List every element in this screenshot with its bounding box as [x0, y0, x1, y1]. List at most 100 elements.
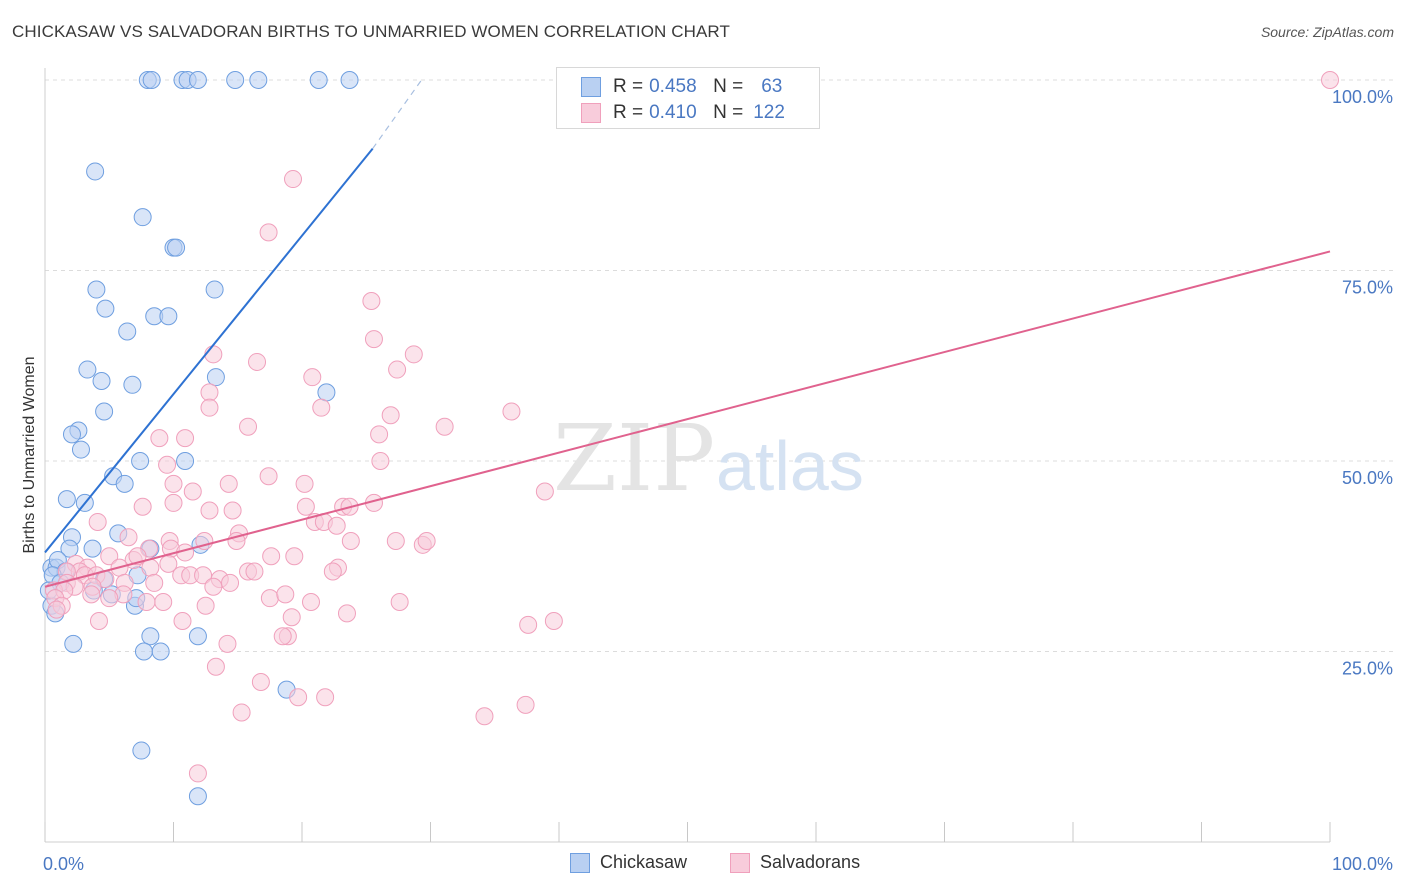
salvadorans-point	[371, 452, 390, 470]
chickasaw-point	[340, 71, 359, 89]
chickasaw-trend-extension	[372, 79, 422, 149]
salvadorans-point	[381, 406, 400, 425]
chickasaw-point	[141, 627, 160, 646]
salvadorans-point	[232, 703, 251, 722]
salvadorans-point	[218, 634, 237, 653]
chickasaw-point	[309, 71, 328, 89]
legend-row-salvadorans: R = 0.410 N = 122	[581, 100, 785, 126]
chickasaw-point	[115, 474, 134, 493]
bottom-legend-label-salvadorans: Salvadorans	[760, 852, 861, 872]
salvadorans-point	[388, 360, 407, 379]
chickasaw-point	[142, 71, 161, 89]
salvadorans-point	[82, 585, 101, 604]
salvadorans-point	[301, 592, 320, 611]
salvadorans-point	[88, 512, 107, 531]
salvadorans-point	[535, 482, 554, 501]
salvadorans-point	[259, 223, 278, 242]
chickasaw-point	[123, 375, 142, 394]
salvadorans-point	[370, 425, 389, 444]
salvadorans-point	[248, 352, 267, 371]
chickasaw-point	[151, 642, 170, 661]
y-axis-label: Births to Unmarried Women	[21, 356, 38, 553]
chickasaw-point	[57, 490, 76, 509]
salvadorans-point	[341, 532, 360, 551]
chickasaw-point	[167, 238, 186, 257]
chickasaw-point	[249, 71, 268, 89]
y-tick-label: 25.0%	[1342, 659, 1393, 679]
axes	[44, 68, 1331, 843]
legend-n-value: 122	[753, 102, 785, 123]
bottom-legend-salvadorans: Salvadorans	[730, 852, 860, 873]
x-tick-label: 100.0%	[1332, 854, 1393, 874]
salvadorans-point	[89, 612, 108, 631]
chart-title: CHICKASAW VS SALVADORAN BIRTHS TO UNMARR…	[12, 22, 730, 41]
salvadorans-point	[100, 547, 119, 566]
chickasaw-point	[131, 452, 150, 470]
bottom-legend-swatch-chickasaw	[570, 852, 590, 873]
salvadorans-point	[47, 600, 66, 619]
chickasaw-point	[132, 741, 151, 760]
salvadorans-point	[390, 592, 409, 611]
salvadorans-point	[251, 672, 270, 691]
legend-n-label: N =	[713, 102, 744, 123]
salvadorans-point	[173, 612, 192, 631]
salvadorans-point	[312, 398, 331, 417]
legend-r-label: R =	[613, 76, 644, 97]
chickasaw-point	[118, 322, 137, 341]
y-tick-label: 50.0%	[1342, 468, 1393, 488]
y-tick-label: 75.0%	[1342, 278, 1393, 298]
salvadorans-point	[245, 562, 264, 581]
chickasaw-trend-line	[44, 147, 374, 554]
trend-lines	[44, 79, 1331, 588]
bottom-legend-label-chickasaw: Chickasaw	[600, 852, 688, 872]
salvadorans-point	[204, 345, 223, 364]
salvadorans-point	[176, 429, 195, 448]
salvadorans-point	[200, 501, 219, 520]
legend-r-value: 0.410	[649, 102, 697, 123]
chickasaw-point	[83, 539, 102, 558]
salvadorans-point	[188, 764, 207, 783]
chickasaw-point	[134, 642, 153, 661]
salvadorans-point	[194, 566, 213, 585]
chickasaw-point	[95, 402, 114, 421]
salvadorans-point	[282, 608, 301, 627]
chickasaw-point	[87, 280, 106, 299]
salvadorans-trend-line	[44, 250, 1331, 588]
chart-source: Source: ZipAtlas.com	[1260, 24, 1394, 40]
chickasaw-point	[188, 71, 207, 89]
chickasaw-point	[188, 787, 207, 806]
bottom-legend-chickasaw: Chickasaw	[570, 852, 687, 873]
salvadorans-point	[100, 589, 119, 608]
salvadorans-point	[1321, 71, 1339, 89]
salvadorans-point	[221, 573, 240, 592]
salvadorans-point	[544, 612, 563, 631]
chickasaw-point	[60, 539, 79, 558]
salvadorans-point	[404, 345, 423, 364]
salvadorans-point	[196, 596, 215, 615]
x-tick-labels: 0.0% 100.0%	[43, 854, 1393, 874]
y-tick-labels: 25.0% 50.0% 75.0% 100.0%	[1332, 87, 1393, 679]
y-tick-label: 100.0%	[1332, 87, 1393, 107]
salvadorans-point	[119, 528, 138, 547]
watermark-zip: ZIP	[553, 405, 715, 512]
salvadorans-point	[337, 604, 356, 623]
salvadorans-point	[475, 707, 494, 726]
salvadorans-point	[259, 467, 278, 486]
salvadorans-point	[260, 589, 279, 608]
salvadorans-point	[284, 170, 303, 189]
legend: R = 0.458 N = 63 R = 0.410 N = 122	[556, 67, 820, 129]
salvadorans-point	[316, 688, 335, 707]
salvadorans-point	[200, 398, 219, 417]
salvadorans-point	[227, 532, 246, 551]
chickasaw-point	[317, 383, 336, 402]
legend-swatch-salvadorans	[581, 103, 601, 123]
salvadorans-point	[296, 497, 315, 516]
salvadorans-point	[262, 547, 281, 566]
salvadorans-point	[285, 547, 304, 566]
salvadorans-point	[137, 592, 156, 611]
chickasaw-point	[78, 360, 97, 379]
salvadorans-point	[516, 695, 535, 714]
legend-n-value: 63	[761, 76, 783, 97]
salvadorans-point	[154, 592, 173, 611]
